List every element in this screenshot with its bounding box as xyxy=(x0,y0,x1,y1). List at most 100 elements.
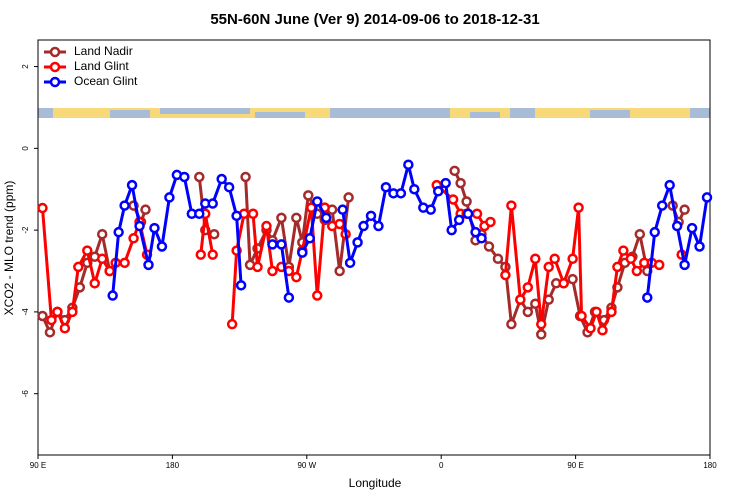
data-point xyxy=(453,214,465,226)
data-point xyxy=(96,228,108,240)
data-point xyxy=(373,220,384,232)
data-point xyxy=(96,253,108,264)
y-tick-label: -4 xyxy=(21,308,30,316)
chart-title: 55N-60N June (Ver 9) 2014-09-06 to 2018-… xyxy=(210,11,539,28)
data-point xyxy=(558,278,569,289)
data-point xyxy=(267,239,278,250)
data-point xyxy=(625,253,637,264)
data-point xyxy=(573,202,584,213)
data-point xyxy=(252,261,263,273)
data-point xyxy=(485,216,496,228)
data-point xyxy=(312,290,323,301)
data-point xyxy=(216,173,227,185)
data-point xyxy=(235,280,247,291)
legend-label: Ocean Glint xyxy=(74,74,138,88)
data-point xyxy=(476,233,487,244)
data-point xyxy=(267,265,278,277)
data-point xyxy=(470,226,481,238)
data-point xyxy=(312,196,323,207)
data-point xyxy=(440,177,451,189)
x-axis-label: Longitude xyxy=(349,476,402,490)
y-tick-label: 2 xyxy=(21,64,30,69)
legend-label: Land Nadir xyxy=(74,44,133,58)
y-tick-label: -2 xyxy=(21,226,30,234)
y-tick-label: -6 xyxy=(21,390,30,398)
data-point xyxy=(506,200,517,211)
legend-marker xyxy=(49,61,61,73)
plot-frame xyxy=(37,39,711,456)
data-point xyxy=(567,273,578,285)
data-point xyxy=(223,181,235,193)
data-point xyxy=(618,245,629,256)
series xyxy=(37,165,690,340)
data-point xyxy=(365,210,377,222)
x-tick-label: 180 xyxy=(703,461,717,470)
x-tick-label: 0 xyxy=(439,461,444,470)
data-point xyxy=(461,196,472,207)
data-point xyxy=(119,200,130,211)
data-point xyxy=(164,192,175,203)
data-point xyxy=(492,253,504,264)
data-point xyxy=(701,192,713,203)
data-point xyxy=(530,298,541,309)
data-point xyxy=(156,241,168,252)
data-point xyxy=(276,239,287,250)
x-tick-label: 90 E xyxy=(30,461,46,470)
data-point xyxy=(536,318,547,330)
data-point xyxy=(207,249,218,260)
data-point xyxy=(126,179,138,191)
data-point xyxy=(179,171,190,183)
x-tick-label: 180 xyxy=(166,461,180,470)
data-point xyxy=(208,228,220,240)
data-point xyxy=(522,306,534,318)
data-point xyxy=(149,222,160,234)
data-point xyxy=(46,314,57,326)
data-point xyxy=(337,204,348,215)
data-point xyxy=(679,204,690,215)
data-point xyxy=(320,212,332,224)
data-point xyxy=(634,228,646,240)
data-point xyxy=(549,253,560,264)
data-point xyxy=(52,306,63,318)
data-point xyxy=(74,282,86,293)
data-point xyxy=(515,294,526,305)
data-point xyxy=(291,212,302,224)
data-point xyxy=(686,222,698,234)
legend-marker xyxy=(49,46,61,58)
data-point xyxy=(606,306,617,318)
data-point xyxy=(37,202,48,214)
data-point xyxy=(334,265,345,277)
data-point xyxy=(283,292,295,303)
data-point xyxy=(679,259,690,271)
data-point xyxy=(536,329,547,340)
data-point xyxy=(380,181,392,193)
data-point xyxy=(194,208,205,220)
series-line xyxy=(41,170,686,337)
data-point xyxy=(612,261,623,273)
data-point xyxy=(119,257,130,269)
legend-label: Land Glint xyxy=(74,59,129,73)
data-point xyxy=(143,259,154,271)
data-point xyxy=(194,171,205,183)
data-point xyxy=(522,282,534,293)
data-point xyxy=(44,327,56,338)
x-tick-label: 90 E xyxy=(567,461,583,470)
data-point xyxy=(395,188,407,199)
data-point xyxy=(471,208,483,220)
data-point xyxy=(59,323,71,334)
data-point xyxy=(261,220,272,232)
x-tick-label: 90 W xyxy=(297,461,316,470)
data-point xyxy=(304,233,316,244)
data-point xyxy=(352,237,363,248)
data-point xyxy=(483,241,495,252)
y-axis-label: XCO2 - MLO trend (ppm) xyxy=(2,181,16,316)
data-point xyxy=(597,325,608,336)
data-point xyxy=(446,224,457,236)
data-point xyxy=(73,261,84,273)
data-point xyxy=(358,220,369,232)
data-point xyxy=(656,200,668,211)
data-point xyxy=(403,159,414,170)
data-point xyxy=(664,179,675,191)
data-point xyxy=(455,177,466,189)
